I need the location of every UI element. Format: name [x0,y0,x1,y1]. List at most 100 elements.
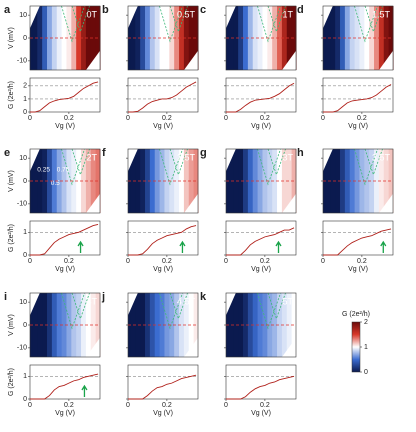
colorbar [351,321,361,373]
x-axis-label: Vg (V) [55,266,75,273]
heatmap-cell [47,6,53,70]
panel: h 3.5T 0 0.2Vg (V) [297,147,394,273]
no-data-region [323,6,333,29]
line-frame [29,77,101,113]
heatmap-cell [56,293,63,357]
x-tick-label: 0.2 [64,402,74,409]
heatmap-cell [243,6,249,70]
diamond-guide [267,292,286,320]
heatmap-cell [37,293,43,357]
arrow [275,240,282,253]
heatmap-cell [344,6,351,70]
heatmap-cell [238,149,244,213]
no-data-region [86,337,100,357]
g-axis-label: G (2e²/h) [8,81,15,109]
diamond-guide [364,148,383,176]
x-tick-label: 0 [224,115,228,122]
heatmap-cell [378,149,385,213]
heatmap-cell [193,6,199,70]
panel: d 1.5T 0 0.2Vg (V) [297,4,394,130]
heatmap-cell [188,149,195,213]
diamond-guide [267,5,286,33]
panel: c 1T 0 0.2Vg (V) [200,4,297,130]
heatmap-cell [243,293,249,357]
field-label: 1.5T [372,9,391,19]
diamond-guide [257,5,281,43]
heatmap-cell [140,149,146,213]
heatmap-cell [42,6,48,70]
g-tick-label: 1 [23,229,27,236]
heatmap-cell [145,149,151,213]
field-label: 3.5T [372,152,391,162]
g-tick-label: 1 [23,96,27,103]
heatmap-cell [388,6,394,70]
heatmap-cell [272,293,278,357]
heatmap-cell [183,293,190,357]
heatmap-cell [71,293,77,357]
heatmap-cell [257,293,263,357]
line-frame [127,220,199,256]
conductance-line [323,228,392,256]
v-axis-label: V (mV) [8,27,15,49]
conductance-line [30,373,99,400]
heatmap-cell [169,6,175,70]
v-tick-label: 10 [19,155,27,162]
panel: b 0.5T 0 0.2Vg (V) [102,4,199,130]
diamond-guide [354,5,378,43]
heatmap-cell [51,149,58,213]
panel: g 3T 0 0.2Vg (V) [200,147,297,273]
heatmap-cell [252,6,259,70]
conductance-line [128,81,197,113]
conductance-line [226,227,295,256]
conductance-line [30,223,99,256]
heatmap-cell [159,293,165,357]
colorbar-tick-label: 0 [364,369,368,376]
diamond-guide [61,292,85,330]
conductance-line [323,84,392,113]
heatmap-cell [149,149,156,213]
heatmap-cell [154,6,161,70]
heatmap-cell [286,293,293,357]
heatmap-cell [291,6,297,70]
heatmap-cell [159,6,165,70]
heatmap-cell [267,293,273,357]
diamond-guide [257,148,281,186]
diamond-guide [169,5,188,33]
no-data-region [226,293,236,316]
no-data-region [30,6,40,29]
heatmap-cell [90,149,97,213]
panel: k 5T 0 0.2Vg (V) [200,291,297,417]
field-label: 0T [86,9,97,19]
heatmap-cell [349,149,356,213]
no-data-region [379,193,393,213]
heatmap-cell [359,6,365,70]
g-axis-label: G (2e²/h) [8,368,15,396]
heatmap-cell [61,6,67,70]
heatmap-cell [85,149,92,213]
heatmap-cell [281,293,288,357]
heatmap-cell [233,293,239,357]
heatmap-cell [233,6,239,70]
x-axis-label: Vg (V) [55,123,75,130]
line-frame [225,220,297,256]
panel-letter: g [200,147,207,159]
heatmap-cell [243,149,249,213]
heatmap-cell [193,149,199,213]
field-label: 2.5T [177,152,196,162]
heatmap-cell [95,293,101,357]
heatmap-cell [154,293,161,357]
heatmap-cell [281,149,288,213]
heatmap-cell [85,293,92,357]
no-data-region [184,337,198,357]
x-tick-label: 0 [321,115,325,122]
heatmap-cell [140,6,146,70]
conductance-line [128,374,197,400]
heatmap-cell [174,293,180,357]
heatmap-cell [164,293,170,357]
heatmap-cell [76,293,82,357]
no-data-region [30,293,40,316]
heatmap-cell [37,149,43,213]
x-axis-label: Vg (V) [251,410,271,417]
x-tick-label: 0.2 [357,115,367,122]
heatmap-cell [262,293,268,357]
